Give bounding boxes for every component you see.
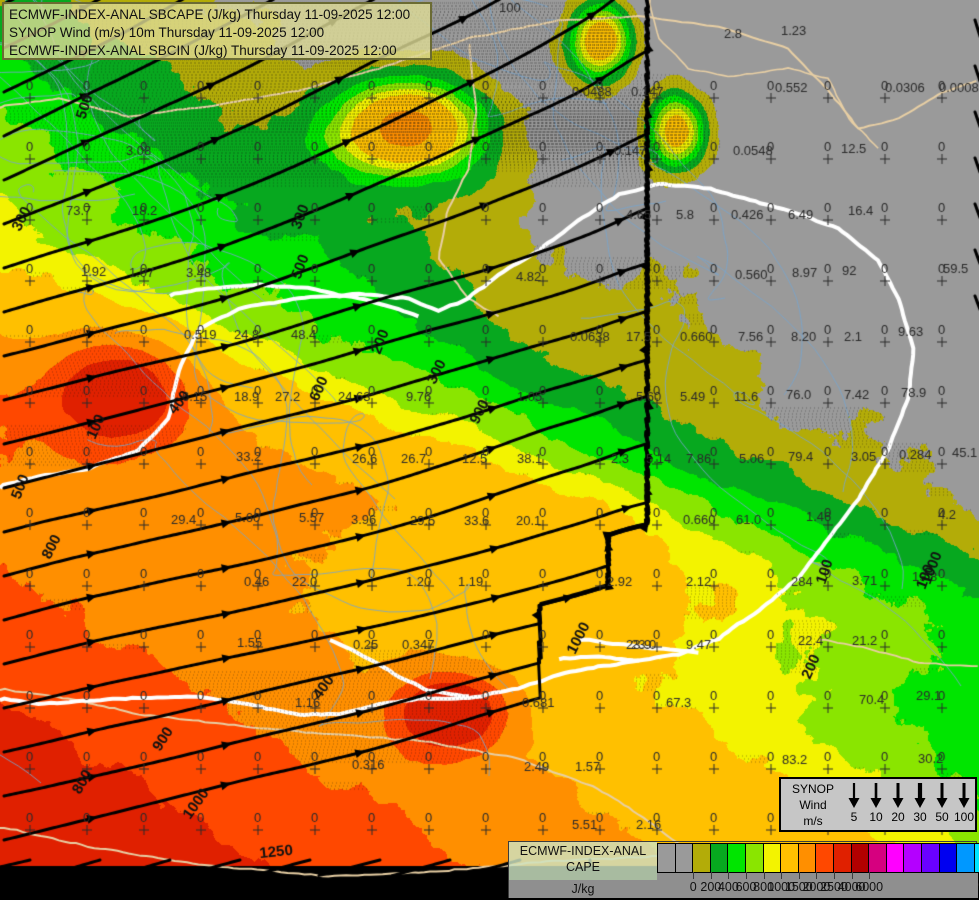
synop-wind-legend: SYNOP Wind m/s 5 10 20 30 50 100 <box>779 777 977 832</box>
down-arrow-icon <box>865 780 887 810</box>
colorbar-tick <box>834 872 835 879</box>
colorbar-tick <box>746 872 747 879</box>
colorbar-swatch[interactable] <box>851 844 870 872</box>
synop-scale-item: 20 <box>887 780 909 824</box>
synop-scale-value: 30 <box>913 810 927 824</box>
synop-legend-line2: Wind <box>799 798 827 812</box>
down-arrow-icon <box>953 780 975 810</box>
synop-legend-label: SYNOP Wind m/s <box>785 781 841 829</box>
colorbar-swatch[interactable] <box>921 844 940 872</box>
colorbar-tick-label: 4000 <box>837 880 866 894</box>
colorbar-tick-label: 2000 <box>802 880 831 894</box>
cape-colorbar-ticks: 0 200 400 600 800 1000 1500 2000 2500 4000 6000 <box>657 872 977 898</box>
synop-scale-value: 50 <box>935 810 949 824</box>
colorbar-tick <box>710 872 712 879</box>
synop-scale-item: 30 <box>909 780 931 824</box>
colorbar-swatch[interactable] <box>658 844 676 872</box>
colorbar-swatch[interactable] <box>710 844 729 872</box>
colorbar-tick <box>781 872 783 879</box>
colorbar-swatch[interactable] <box>798 844 817 872</box>
cape-colorbar-swatches[interactable] <box>657 843 979 873</box>
colorbar-tick-label: 200 <box>700 880 722 894</box>
synop-scale-item: 5 <box>843 780 865 824</box>
colorbar-tick <box>851 872 853 879</box>
title-line-cin: ECMWF-INDEX-ANAL SBCIN (J/kg) Thursday 1… <box>9 43 397 58</box>
colorbar-swatch[interactable] <box>886 844 905 872</box>
colorbar-tick-label: 400 <box>717 880 739 894</box>
down-arrow-icon <box>887 780 909 810</box>
colorbar-tick-label: 1500 <box>784 880 813 894</box>
title-line-wind: SYNOP Wind (m/s) 10m Thursday 11-09-2025… <box>9 25 325 40</box>
cape-legend-title-line2: CAPE <box>565 860 601 874</box>
colorbar-swatch[interactable] <box>781 844 799 872</box>
colorbar-tick <box>693 872 695 879</box>
colorbar-swatch[interactable] <box>833 844 852 872</box>
colorbar-swatch[interactable] <box>728 844 746 872</box>
colorbar-swatch[interactable] <box>939 844 958 872</box>
down-arrow-icon <box>909 780 931 810</box>
synop-scale-value: 20 <box>891 810 905 824</box>
down-arrow-icon <box>843 780 865 810</box>
colorbar-swatch[interactable] <box>957 844 975 872</box>
colorbar-tick-label: 2500 <box>820 880 848 894</box>
synop-scale-item: 10 <box>865 780 887 824</box>
colorbar-tick <box>798 872 800 879</box>
colorbar-tick <box>728 872 730 879</box>
synop-scale-item: 50 <box>931 780 953 824</box>
synop-legend-line3: m/s <box>803 814 823 828</box>
colorbar-swatch[interactable] <box>974 844 979 872</box>
colorbar-tick-label: 600 <box>735 880 757 894</box>
synop-legend-line1: SYNOP <box>791 782 834 796</box>
synop-scale-value: 100 <box>953 810 975 824</box>
synop-scale-value: 10 <box>869 810 883 824</box>
title-line-cape: ECMWF-INDEX-ANAL SBCAPE (J/kg) Thursday … <box>9 7 411 22</box>
colorbar-tick-label: 800 <box>753 880 775 894</box>
colorbar-swatch[interactable] <box>693 844 711 872</box>
colorbar-tick-label: 6000 <box>855 880 884 894</box>
synop-scale-value: 5 <box>850 810 858 824</box>
down-arrow-icon <box>931 780 953 810</box>
colorbar-swatch[interactable] <box>745 844 764 872</box>
colorbar-swatch[interactable] <box>869 844 887 872</box>
cape-legend-title-wrap: ECMWF-INDEX-ANAL CAPE <box>509 842 657 880</box>
cape-colorbar-legend: ECMWF-INDEX-ANAL CAPE J/kg 0 200 400 600 800… <box>508 841 979 898</box>
colorbar-tick-background <box>657 871 978 898</box>
map-title-box: ECMWF-INDEX-ANAL SBCAPE (J/kg) Thursday … <box>2 2 432 60</box>
colorbar-swatch[interactable] <box>763 844 782 872</box>
colorbar-swatch[interactable] <box>675 844 694 872</box>
cape-legend-title-line1: ECMWF-INDEX-ANAL <box>519 844 647 858</box>
colorbar-tick <box>816 872 818 879</box>
cape-legend-units: J/kg <box>509 880 657 898</box>
colorbar-tick <box>763 872 765 879</box>
colorbar-swatch[interactable] <box>816 844 834 872</box>
colorbar-tick-label: 1000 <box>767 880 796 894</box>
colorbar-tick-label: 0 <box>689 880 697 894</box>
synop-arrow-scale: 5 10 20 30 50 100 <box>843 780 975 830</box>
colorbar-swatch[interactable] <box>904 844 922 872</box>
colorbar-tick <box>869 872 871 879</box>
synop-scale-item: 100 <box>953 780 975 824</box>
